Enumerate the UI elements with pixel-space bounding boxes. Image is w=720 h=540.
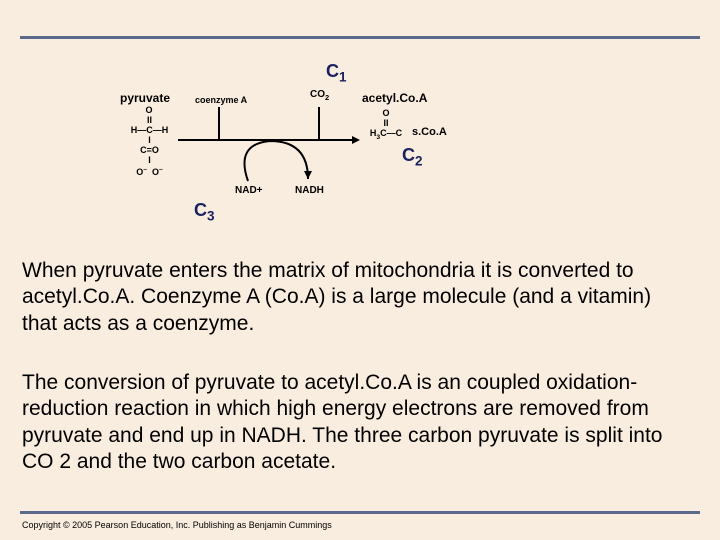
label-coenzyme-a: coenzyme A (195, 95, 247, 105)
copyright-text: Copyright © 2005 Pearson Education, Inc.… (22, 520, 332, 530)
pyr-l1: O (122, 105, 177, 115)
co2-text: CO (310, 89, 325, 100)
reaction-diagram: C1 pyruvate coenzyme A CO2 acetyl.Co.A O… (100, 55, 560, 235)
top-rule (20, 36, 700, 39)
c2-text: C (402, 145, 415, 165)
label-acetyl-coa: acetyl.Co.A (362, 91, 427, 105)
c3-text: C (194, 200, 207, 220)
pyr-l7a-sup: – (143, 166, 147, 173)
acoa-l1: O (362, 108, 410, 118)
c3-sub: 3 (207, 209, 215, 224)
main-arrow-head (352, 136, 360, 144)
label-c3: C3 (194, 200, 215, 224)
bottom-rule (20, 511, 700, 514)
pyr-l7b-sup: – (159, 166, 163, 173)
paragraph-2: The conversion of pyruvate to acetyl.Co.… (22, 370, 690, 475)
co2-sub: 2 (325, 93, 329, 102)
coa-tick (218, 107, 220, 139)
acoa-l3b: C—C (380, 128, 402, 138)
label-c1: C1 (326, 61, 347, 85)
pyruvate-structure: O II H—C—H I C=O I O– O– (122, 105, 177, 177)
c2-sub: 2 (415, 154, 423, 169)
acetyl-coa-structure: O II H3C—C (362, 108, 410, 143)
acoa-l3: H3C—C (362, 128, 410, 143)
acoa-l2: II (362, 118, 410, 128)
pyr-l7: O– O– (122, 165, 177, 177)
pyr-l6: I (122, 155, 177, 165)
c1-text: C (326, 61, 339, 81)
co2-tick (318, 107, 320, 139)
nad-curve (230, 139, 330, 189)
pyr-l3: H—C—H (122, 125, 177, 135)
label-c2: C2 (402, 145, 423, 169)
paragraph-1: When pyruvate enters the matrix of mitoc… (22, 258, 690, 337)
pyr-l4: I (122, 135, 177, 145)
label-scoa: s.Co.A (412, 126, 447, 138)
pyr-l5: C=O (122, 145, 177, 155)
label-pyruvate: pyruvate (120, 91, 170, 105)
pyr-l2: II (122, 115, 177, 125)
pyr-l7b: O (150, 167, 160, 177)
label-co2: CO2 (310, 89, 329, 102)
c1-sub: 1 (339, 70, 347, 85)
